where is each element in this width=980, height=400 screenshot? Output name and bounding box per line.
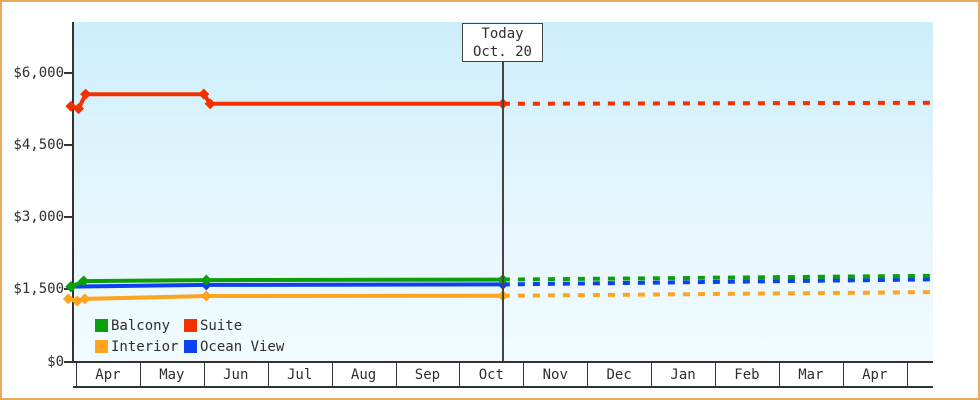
series-suite-point: [73, 103, 85, 115]
month-label-apr-0: Apr: [95, 367, 121, 383]
month-boundary: [842, 363, 844, 386]
month-label-may-1: May: [159, 367, 185, 383]
y-axis-tick: [64, 360, 72, 363]
series-suite-line: [70, 92, 503, 111]
series-interior-point: [200, 290, 212, 302]
series-balcony-line: [70, 277, 503, 289]
month-boundary: [523, 363, 525, 386]
month-boundary: [906, 363, 908, 386]
y-axis-label: $0: [47, 353, 64, 370]
month-label-oct-6: Oct: [478, 367, 504, 383]
legend-item-ocean-view: Ocean View: [184, 339, 284, 355]
month-boundary: [203, 363, 205, 386]
month-boundary: [715, 363, 716, 386]
month-label-jul-3: Jul: [286, 367, 313, 383]
legend-label-suite: Suite: [200, 317, 243, 334]
month-label-apr-12: Apr: [862, 367, 888, 383]
series-suite-point: [65, 100, 77, 112]
month-boundary: [395, 363, 397, 386]
month-label-jan-9: Jan: [670, 367, 696, 383]
month-label-mar-11: Mar: [798, 367, 824, 383]
x-axis-baseline: [72, 361, 933, 363]
series-balcony-point: [200, 274, 212, 286]
month-boundary: [76, 363, 77, 386]
month-label-aug-4: Aug: [350, 367, 377, 383]
legend: Balcony Suite Interior Ocean View: [95, 315, 284, 357]
series-plot: [62, 88, 933, 307]
y-axis-tick: [64, 71, 72, 74]
legend-swatch-balcony: [95, 319, 108, 332]
month-label-jun-2: Jun: [223, 367, 249, 383]
series-interior-line: [67, 293, 503, 304]
y-axis-label: $1,500: [13, 281, 64, 298]
series-suite-point: [204, 98, 216, 110]
y-axis-line: [72, 22, 74, 362]
legend-item-suite: Suite: [184, 318, 242, 334]
y-axis-label: $4,500: [13, 136, 64, 153]
month-boundary: [331, 363, 333, 386]
today-marker-box: Today Oct. 20: [462, 23, 543, 62]
legend-item-interior: Interior: [95, 339, 184, 355]
series-ocean-view-line: [70, 282, 503, 289]
month-boundary: [267, 363, 269, 386]
series-interior-forecast-line: [502, 290, 933, 298]
legend-row: Balcony Suite: [95, 315, 284, 336]
series-interior-point: [79, 293, 91, 305]
legend-swatch-ocean-view: [184, 340, 197, 353]
month-label-nov-7: Nov: [542, 367, 568, 383]
legend-item-balcony: Balcony: [95, 318, 184, 334]
month-label-sep-5: Sep: [414, 367, 441, 383]
month-label-feb-10: Feb: [734, 367, 760, 383]
y-axis-label: $6,000: [13, 64, 64, 81]
y-axis-tick: [64, 143, 72, 146]
series-balcony-forecast-line: [502, 273, 933, 282]
month-boundary: [459, 363, 461, 386]
y-axis-tick: [64, 216, 72, 218]
legend-label-interior: Interior: [111, 338, 179, 355]
series-ocean-view-forecast-line: [502, 277, 933, 287]
series-suite-point: [198, 88, 210, 100]
series-interior-point: [71, 295, 83, 307]
month-boundary: [587, 363, 589, 386]
month-boundary: [778, 363, 780, 386]
y-axis-label: $3,000: [13, 209, 64, 225]
today-vertical-line: [502, 62, 504, 361]
series-suite-forecast-line: [502, 100, 933, 106]
today-title: Today: [481, 26, 524, 42]
month-boundary: [651, 363, 653, 386]
legend-row: Interior Ocean View: [95, 336, 284, 357]
plot-area: [74, 22, 933, 361]
month-band-bottom-line: [73, 386, 933, 388]
series-balcony-point: [65, 281, 77, 293]
series-interior-point: [62, 293, 74, 305]
legend-swatch-interior: [95, 340, 108, 353]
month-boundary: [139, 363, 141, 386]
series-suite-point: [80, 88, 92, 100]
legend-label-balcony: Balcony: [111, 317, 171, 334]
month-label-dec-8: Dec: [606, 367, 632, 383]
legend-swatch-suite: [184, 319, 197, 332]
legend-label-ocean-view: Ocean View: [200, 338, 285, 355]
series-balcony-point: [78, 275, 90, 287]
today-date: Oct. 20: [472, 44, 532, 60]
